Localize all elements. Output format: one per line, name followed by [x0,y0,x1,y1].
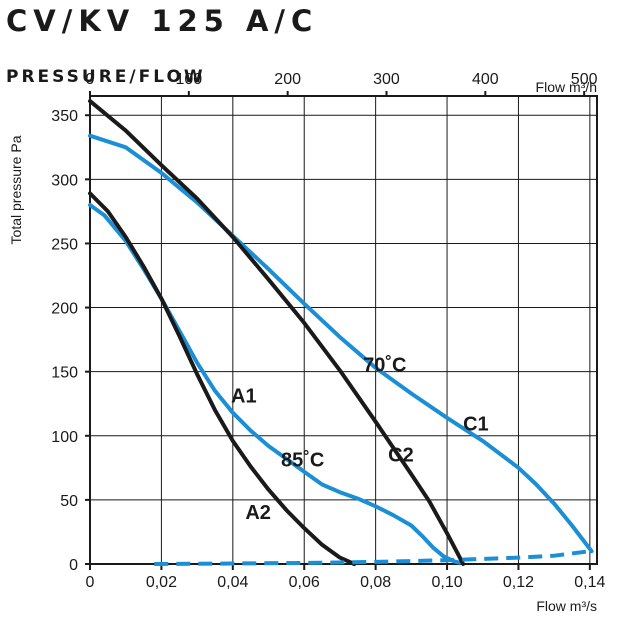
y-tick-label: 350 [51,108,78,125]
x-tick-label: 0 [86,574,95,591]
curve-label: 70˚C [363,354,406,377]
y-tick-label: 50 [60,493,78,510]
curve-label: C1 [463,414,489,436]
x-tick-label: 0,10 [431,574,462,591]
y-tick-label: 150 [51,365,78,382]
y-tick-label: 250 [51,236,78,253]
x-tick-label: 0,08 [360,574,391,591]
y-tick-label: 100 [51,429,78,446]
annotation-layer: 70˚C 85˚C A1 A2 C1 C2 [231,354,489,524]
y-tick-label: 300 [51,172,78,189]
x2-tick-label: 100 [175,71,202,88]
series-layer [88,99,594,566]
x2-tick-label: 300 [373,71,400,88]
series-line-C2 [88,99,466,566]
x2-tick-label: 400 [472,71,499,88]
curve-label: C2 [388,444,414,466]
y-tick-label: 0 [69,557,78,574]
x-tick-label: 0,06 [289,574,320,591]
x-axis-title: Flow m³/s [536,598,597,614]
x-tick-label: 0,04 [217,574,248,591]
chart-title: CV/KV 125 A/C [6,4,319,38]
x-tick-label: 0,02 [146,574,177,591]
curve-label: 85˚C [281,449,324,472]
x2-tick-label: 500 [571,71,598,88]
series-line-C1 [88,133,594,554]
x2-tick-label: 0 [86,71,95,88]
series-line-system [154,549,591,566]
tick-layer: 0 50 100 150 200 250 300 350 0 0,02 0,04 0,06 0,08 0,… [51,71,605,591]
series-line-A1 [88,203,462,565]
y-tick-label: 200 [51,301,78,318]
x2-tick-label: 200 [274,71,301,88]
x-tick-label: 0,12 [503,574,534,591]
y-axis-title: Total pressure Pa [8,135,24,244]
series-line-A2 [88,191,357,566]
chart-subtitle: PRESSURE/FLOW [6,67,206,87]
x-tick-label: 0,14 [574,574,605,591]
x2-axis-title: Flow m³/h [536,79,597,95]
curve-label: A1 [231,385,257,407]
curve-label: A2 [245,502,271,524]
